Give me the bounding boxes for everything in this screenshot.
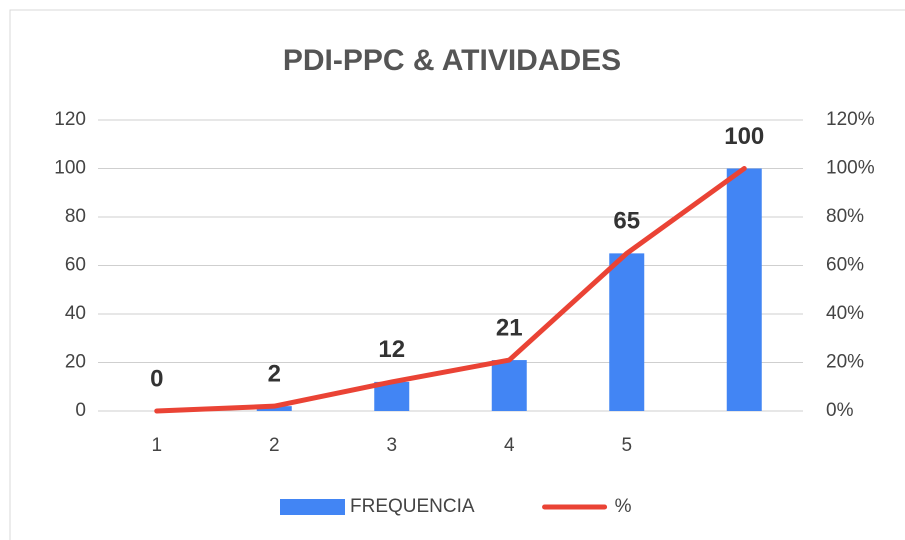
data-label: 12 (378, 336, 405, 363)
x-tick-label: 2 (269, 435, 280, 456)
y-tick-label: 60 (65, 255, 86, 276)
y-tick-label: 80 (65, 206, 86, 227)
data-label: 100 (724, 123, 764, 150)
x-tick-label: 3 (386, 435, 397, 456)
y-tick-label: 40 (65, 303, 86, 324)
chart-title: PDI-PPC & ATIVIDADES (283, 44, 621, 77)
y2-tick-label: 100% (826, 158, 875, 179)
x-tick-label: 5 (621, 435, 632, 456)
data-label: 2 (268, 360, 281, 387)
data-label: 0 (150, 365, 163, 392)
y2-tick-label: 80% (826, 206, 864, 227)
y2-tick-label: 0% (826, 400, 854, 421)
data-label: 65 (613, 208, 640, 235)
y2-tick-label: 40% (826, 303, 864, 324)
chart-border (9, 9, 905, 540)
y2-tick-label: 120% (826, 109, 875, 130)
x-tick-label: 4 (504, 435, 515, 456)
y2-tick-label: 20% (826, 352, 864, 373)
x-tick-label: 1 (151, 435, 162, 456)
bar (609, 253, 645, 411)
legend-label: FREQUENCIA (350, 496, 475, 517)
bar (491, 360, 527, 411)
y-tick-label: 20 (65, 352, 86, 373)
y2-tick-label: 60% (826, 255, 864, 276)
y-tick-label: 100 (54, 158, 86, 179)
y-tick-label: 0 (75, 400, 86, 421)
legend-label: % (615, 496, 632, 517)
legend-swatch (280, 499, 345, 515)
bar (726, 168, 762, 411)
line (154, 166, 747, 414)
y-tick-label: 120 (54, 109, 86, 130)
data-label: 21 (496, 314, 523, 341)
